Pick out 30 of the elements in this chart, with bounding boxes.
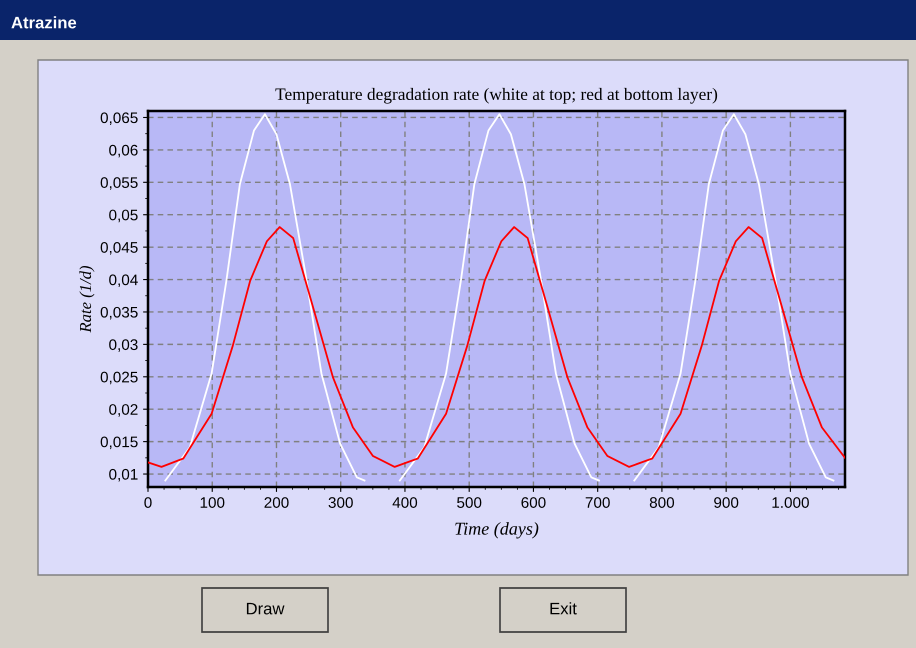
y-axis-title: Rate (1/d)	[79, 266, 94, 333]
x-tick-label: 800	[650, 497, 674, 508]
text: Atrazine	[11, 16, 76, 28]
chart-title: Temperature degradation rate (white at top; red at bottom layer)	[275, 88, 718, 104]
x-tick-label: 900	[714, 497, 738, 508]
x-tick-label: 700	[586, 497, 610, 508]
x-tick-label: 400	[392, 497, 418, 508]
x-tick-label: 500	[457, 497, 482, 508]
y-tick-label: 0,025	[100, 372, 138, 384]
y-tick-label: 0,01	[109, 468, 138, 482]
y-tick-label: 0,015	[100, 436, 138, 450]
x-tick-label: 600	[521, 497, 546, 508]
line-series	[148, 226, 845, 468]
y-tick-label: 0,06	[109, 144, 138, 158]
x-axis-title: Time (days)	[455, 522, 538, 538]
text: Exit	[550, 602, 577, 614]
y-tick-label: 0,05	[109, 210, 138, 222]
text: Draw	[246, 602, 284, 614]
y-tick-label: 0,055	[100, 177, 138, 190]
y-tick-label: 0,035	[100, 306, 138, 320]
y-tick-label: 0,03	[109, 339, 138, 352]
y-tick-label: 0,045	[100, 242, 138, 255]
x-tick-label: 200	[264, 497, 289, 508]
x-tick-label: 300	[328, 497, 353, 508]
y-tick-label: 0,02	[109, 404, 138, 417]
y-tick-label: 0,065	[100, 112, 138, 125]
x-tick-label: 100	[200, 497, 224, 508]
x-tick-label: 0	[144, 497, 152, 508]
y-tick-label: 0,04	[109, 274, 138, 288]
x-tick-label: 1.000	[772, 497, 809, 508]
